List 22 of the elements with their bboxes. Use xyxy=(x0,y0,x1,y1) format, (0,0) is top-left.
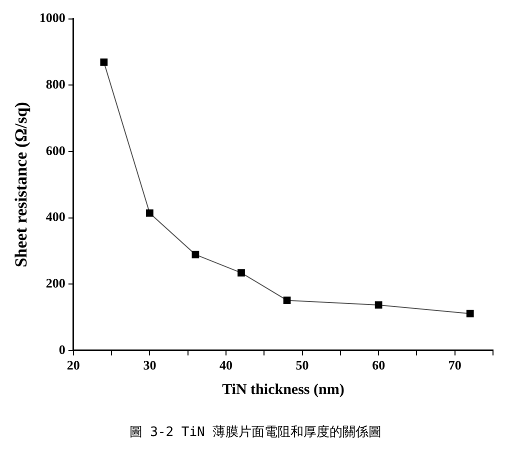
y-tick-label: 1000 xyxy=(39,10,66,26)
x-axis-title: TiN thickness (nm) xyxy=(222,382,344,398)
x-tick-label: 60 xyxy=(372,358,386,373)
point xyxy=(146,209,154,217)
y-tick-label: 0 xyxy=(58,342,66,357)
y-axis-title: Sheet resistance (Ω/sq) xyxy=(12,102,31,268)
point xyxy=(192,250,200,258)
point xyxy=(283,296,291,304)
x-tick-label: 50 xyxy=(296,358,309,373)
x-tick-label: 20 xyxy=(66,358,80,373)
x-tick-label: 40 xyxy=(219,358,232,373)
y-tick-label: 800 xyxy=(46,76,66,92)
point xyxy=(100,58,108,66)
x-tick-label: 70 xyxy=(448,358,462,373)
x-tick-label: 30 xyxy=(143,358,156,373)
point xyxy=(238,269,245,276)
y-tick-label: 400 xyxy=(46,209,66,224)
caption: 圖 3-2 TiN 薄膜片面電阻和厚度的關係圖 xyxy=(128,424,383,441)
y-tick-label: 600 xyxy=(46,142,66,158)
point xyxy=(374,301,382,309)
y-tick-label: 200 xyxy=(46,275,66,290)
point xyxy=(466,310,474,318)
